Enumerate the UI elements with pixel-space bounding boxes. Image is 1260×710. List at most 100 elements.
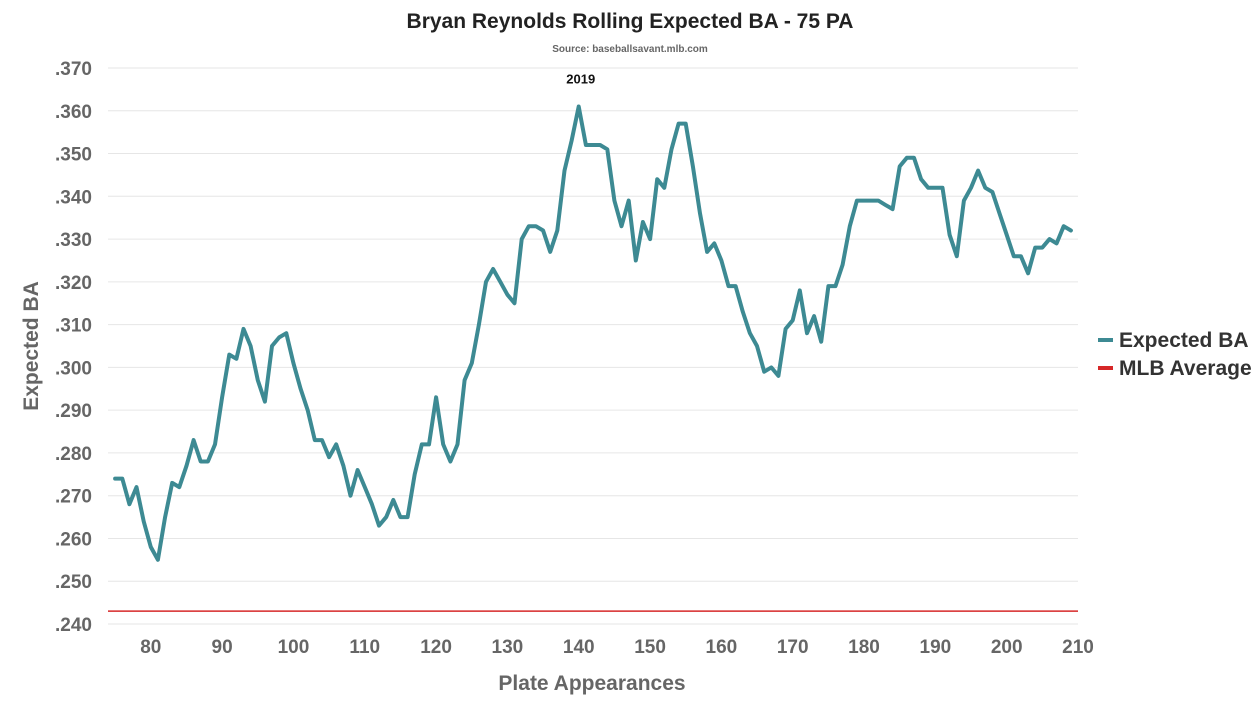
data-point	[876, 199, 880, 203]
data-point	[620, 224, 624, 228]
data-point	[356, 468, 360, 472]
data-point	[748, 331, 752, 335]
data-point	[1005, 233, 1009, 237]
data-point	[1069, 229, 1073, 233]
x-tick-label: 160	[706, 637, 738, 658]
data-point	[926, 186, 930, 190]
data-point	[691, 164, 695, 168]
data-point	[855, 199, 859, 203]
data-point	[384, 515, 388, 519]
data-point	[505, 293, 509, 297]
data-point	[334, 442, 338, 446]
data-point	[363, 485, 367, 489]
data-point	[491, 267, 495, 271]
data-point	[734, 284, 738, 288]
data-point	[705, 250, 709, 254]
data-point	[826, 284, 830, 288]
data-point	[185, 464, 189, 468]
x-tick-label: 90	[212, 637, 233, 658]
legend: Expected BA MLB Average	[1098, 329, 1252, 380]
data-point	[420, 442, 424, 446]
x-tick-label: 100	[278, 637, 310, 658]
x-tick-label: 180	[848, 637, 880, 658]
data-point	[869, 199, 873, 203]
x-tick-label: 200	[991, 637, 1023, 658]
data-point	[948, 233, 952, 237]
data-point	[1026, 271, 1030, 275]
data-point	[719, 259, 723, 263]
data-point	[983, 186, 987, 190]
data-point	[627, 199, 631, 203]
data-point	[456, 442, 460, 446]
data-point	[441, 442, 445, 446]
data-point	[555, 229, 559, 233]
data-point	[677, 122, 681, 126]
data-point	[548, 250, 552, 254]
data-point	[605, 147, 609, 151]
data-point	[990, 190, 994, 194]
data-point	[270, 344, 274, 348]
grid-lines	[108, 67, 1078, 625]
data-point	[427, 442, 431, 446]
data-point	[891, 207, 895, 211]
data-point	[391, 498, 395, 502]
legend-label: Expected BA	[1119, 329, 1249, 352]
x-tick-label: 170	[777, 637, 809, 658]
data-point	[370, 502, 374, 506]
y-tick-label: .270	[55, 487, 92, 508]
x-tick-label: 190	[920, 637, 952, 658]
data-point	[498, 280, 502, 284]
data-point	[570, 139, 574, 143]
data-point	[1019, 254, 1023, 258]
y-tick-label: .260	[55, 529, 92, 550]
y-tick-label: .350	[55, 145, 92, 166]
data-point	[120, 477, 124, 481]
data-point	[848, 224, 852, 228]
data-point	[170, 481, 174, 485]
data-point	[998, 211, 1002, 215]
data-point	[591, 143, 595, 147]
x-tick-label: 210	[1062, 637, 1094, 658]
data-point	[577, 105, 581, 109]
annotations: 2019	[566, 72, 595, 87]
data-point	[712, 241, 716, 245]
annotation-label: 2019	[566, 72, 595, 87]
data-point	[156, 558, 160, 562]
data-point	[227, 353, 231, 357]
data-point	[684, 122, 688, 126]
data-point	[320, 438, 324, 442]
data-point	[541, 229, 545, 233]
data-point	[135, 485, 139, 489]
x-tick-label: 140	[563, 637, 595, 658]
data-point	[933, 186, 937, 190]
y-tick-label: .280	[55, 444, 92, 465]
x-axis-ticks: 80 90 100 110 120 130 140 150 160 170 180 190 200 210	[140, 637, 1094, 658]
data-point	[862, 199, 866, 203]
chart-subtitle: Source: baseballsavant.mlb.com	[552, 44, 708, 55]
data-point	[249, 344, 253, 348]
data-point	[313, 438, 317, 442]
data-point	[698, 211, 702, 215]
y-tick-label: .340	[55, 187, 92, 208]
data-point	[612, 199, 616, 203]
data-point	[213, 442, 217, 446]
data-point	[149, 545, 153, 549]
data-point	[798, 288, 802, 292]
data-point	[741, 310, 745, 314]
data-point	[769, 365, 773, 369]
y-tick-label: .320	[55, 273, 92, 294]
data-point	[1048, 237, 1052, 241]
data-point	[648, 237, 652, 241]
x-tick-label: 150	[634, 637, 666, 658]
series-line-expected-ba	[113, 104, 1073, 562]
data-point	[177, 485, 181, 489]
data-point	[299, 387, 303, 391]
data-point	[762, 370, 766, 374]
y-tick-label: .240	[55, 615, 92, 636]
data-point	[805, 331, 809, 335]
data-point	[905, 156, 909, 160]
data-point	[448, 460, 452, 464]
data-point	[727, 284, 731, 288]
data-point	[242, 327, 246, 331]
data-point	[277, 335, 281, 339]
